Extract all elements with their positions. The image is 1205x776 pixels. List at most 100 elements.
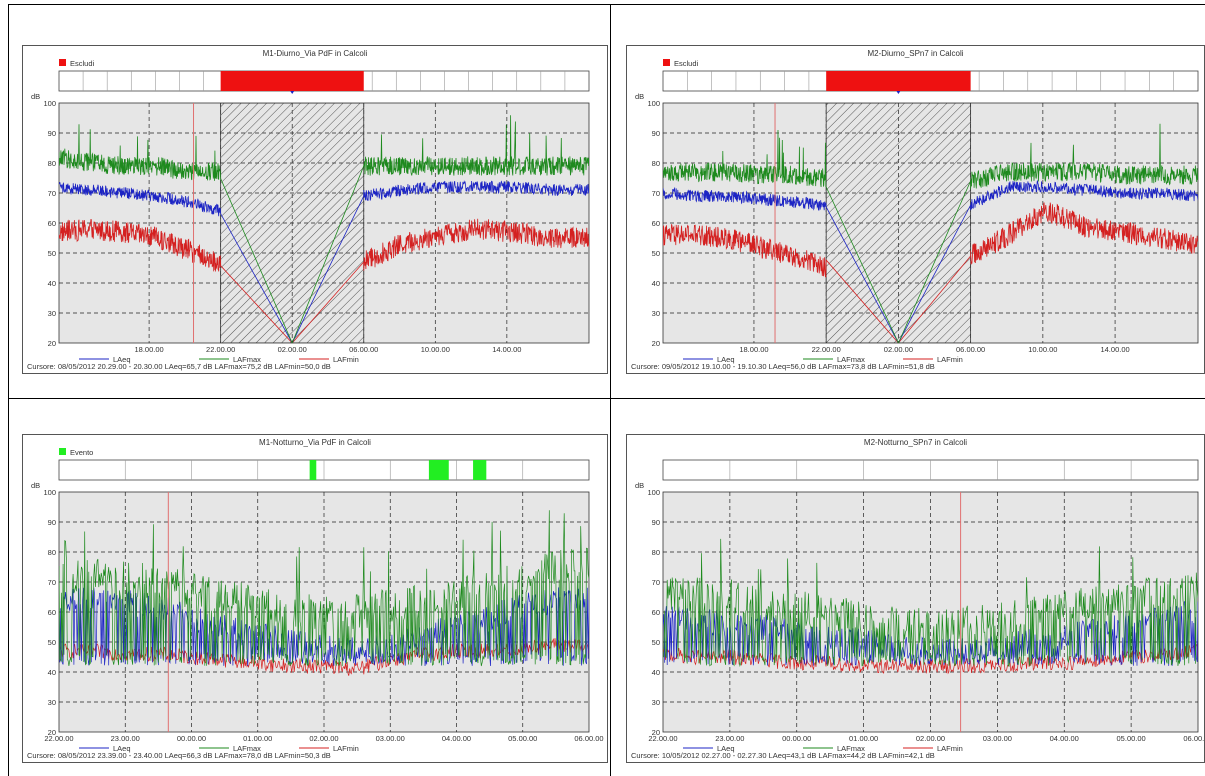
excluded-period-marker — [220, 71, 364, 91]
y-tick-label: 80 — [652, 548, 660, 557]
y-tick-label: 60 — [48, 608, 56, 617]
excluded-period-hatch — [220, 103, 365, 343]
x-tick-label: 22.00.00 — [44, 734, 73, 743]
grid-divider-vertical — [610, 4, 611, 776]
y-tick-label: 60 — [48, 219, 56, 228]
series-line-laeq — [663, 179, 1198, 343]
series-line-lafmax — [663, 123, 1198, 343]
y-axis-label: dB — [31, 481, 40, 490]
x-tick-label: 06.00.00 — [349, 345, 378, 354]
x-tick-label: 10.00.00 — [1028, 345, 1057, 354]
x-tick-label: 04.00.00 — [442, 734, 471, 743]
series-line-lafmax — [59, 510, 589, 667]
marker-legend-swatch — [59, 59, 66, 66]
y-tick-label: 80 — [48, 548, 56, 557]
y-tick-label: 40 — [48, 279, 56, 288]
y-tick-label: 50 — [652, 638, 660, 647]
x-tick-label: 02.00.00 — [309, 734, 338, 743]
y-tick-label: 20 — [48, 339, 56, 348]
y-tick-label: 30 — [48, 698, 56, 707]
x-tick-label: 06.00.00 — [574, 734, 603, 743]
legend-label: LAeq — [113, 355, 131, 364]
y-tick-label: 30 — [652, 309, 660, 318]
grid-border-top — [8, 4, 1205, 5]
y-tick-label: 70 — [48, 189, 56, 198]
x-tick-label: 10.00.00 — [421, 345, 450, 354]
legend-label: LAFmin — [937, 355, 963, 364]
cursor-readout: Cursore: 08/05/2012 23.39.00 - 23.40.00 … — [27, 751, 331, 760]
x-tick-label: 22.00.00 — [812, 345, 841, 354]
x-tick-label: 06.00.00 — [1183, 734, 1204, 743]
x-tick-label: 01.00.00 — [849, 734, 878, 743]
event-period-marker — [428, 460, 449, 480]
y-tick-label: 90 — [652, 518, 660, 527]
event-period-marker — [473, 460, 487, 480]
x-tick-label: 23.00.00 — [715, 734, 744, 743]
event-period-marker — [309, 460, 317, 480]
y-tick-label: 80 — [652, 159, 660, 168]
y-tick-label: 50 — [48, 249, 56, 258]
y-axis-label: dB — [31, 92, 40, 101]
legend-label: LAFmax — [233, 744, 261, 753]
x-tick-label: 18.00.00 — [739, 345, 768, 354]
series-line-laeq — [59, 180, 589, 343]
x-tick-label: 05.00.00 — [508, 734, 537, 743]
x-tick-label: 00.00.00 — [782, 734, 811, 743]
series-line-lafmin — [59, 218, 589, 343]
chart-panel-m2-notturno: M2-Notturno_SPn7 in Calcoli 20 30 40 50 60 70… — [626, 434, 1205, 763]
chart-title: M2-Notturno_SPn7 in Calcoli — [863, 438, 968, 447]
legend-label: LAeq — [717, 744, 735, 753]
cursor-readout: Cursore: 08/05/2012 20.29.00 - 20.30.00 … — [27, 362, 331, 371]
y-tick-label: 40 — [48, 668, 56, 677]
y-tick-label: 80 — [48, 159, 56, 168]
y-tick-label: 20 — [652, 728, 660, 737]
marker-legend-label: Escludi — [70, 59, 95, 68]
series-group — [663, 492, 1198, 732]
y-tick-label: 90 — [48, 518, 56, 527]
x-tick-label: 02.00.00 — [884, 345, 913, 354]
x-tick-label: 14.00.00 — [1100, 345, 1129, 354]
chart-title: M1-Notturno_Via PdF in Calcoli — [259, 438, 371, 447]
y-tick-label: 50 — [48, 638, 56, 647]
y-tick-label: 40 — [652, 668, 660, 677]
marker-pointer — [290, 91, 295, 94]
y-tick-label: 100 — [647, 488, 660, 497]
x-tick-label: 23.00.00 — [111, 734, 140, 743]
chart-panel-m1-diurno: M1-Diurno_Via PdF in Calcoli Escludi 20 30… — [22, 45, 608, 374]
y-tick-label: 70 — [652, 189, 660, 198]
legend-label: LAeq — [717, 355, 735, 364]
grid-divider-horizontal — [8, 398, 1205, 399]
excluded-period-marker — [826, 71, 971, 91]
x-tick-label: 22.00.00 — [648, 734, 677, 743]
series-group — [59, 103, 589, 343]
series-line-lafmin — [663, 202, 1198, 343]
y-axis-label: dB — [635, 92, 644, 101]
chart-panel-m1-notturno: M1-Notturno_Via PdF in Calcoli Evento 20 3… — [22, 434, 608, 763]
grid-border-left — [8, 4, 9, 776]
excluded-period-hatch — [825, 103, 972, 343]
y-tick-label: 60 — [652, 219, 660, 228]
y-tick-label: 90 — [48, 129, 56, 138]
x-tick-label: 22.00.00 — [206, 345, 235, 354]
x-tick-label: 14.00.00 — [492, 345, 521, 354]
chart-title: M1-Diurno_Via PdF in Calcoli — [262, 49, 368, 58]
marker-pointer — [896, 91, 901, 94]
marker-legend-swatch — [59, 448, 66, 455]
x-tick-label: 03.00.00 — [983, 734, 1012, 743]
y-tick-label: 40 — [652, 279, 660, 288]
y-tick-label: 20 — [48, 728, 56, 737]
legend-label: LAFmax — [837, 744, 865, 753]
x-tick-label: 01.00.00 — [243, 734, 272, 743]
chart-title: M2-Diurno_SPn7 in Calcoli — [867, 49, 964, 58]
y-tick-label: 60 — [652, 608, 660, 617]
x-tick-label: 02.00.00 — [916, 734, 945, 743]
y-tick-label: 20 — [652, 339, 660, 348]
legend-label: LAeq — [113, 744, 131, 753]
series-group — [59, 492, 589, 732]
cursor-readout: Cursore: 09/05/2012 19.10.00 - 19.10.30 … — [631, 362, 935, 371]
marker-legend-swatch — [663, 59, 670, 66]
